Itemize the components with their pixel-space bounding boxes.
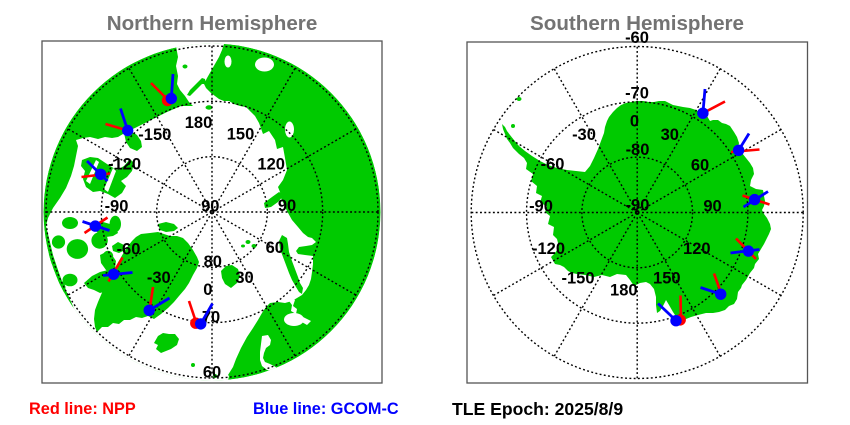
svg-text:Red line: NPP: Red line: NPP: [29, 400, 136, 418]
svg-text:-70: -70: [625, 84, 649, 102]
svg-text:-90: -90: [529, 197, 553, 215]
svg-text:Southern Hemisphere: Southern Hemisphere: [530, 12, 744, 35]
svg-text:-60: -60: [625, 29, 649, 47]
svg-text:-150: -150: [138, 126, 171, 144]
svg-text:-60: -60: [541, 155, 565, 173]
svg-text:-30: -30: [147, 269, 171, 287]
svg-text:-60: -60: [117, 240, 141, 258]
svg-text:-30: -30: [572, 126, 596, 144]
svg-text:-120: -120: [108, 155, 141, 173]
svg-text:150: 150: [653, 269, 681, 287]
svg-text:180: 180: [610, 281, 638, 299]
svg-text:90: 90: [278, 197, 296, 215]
svg-text:-150: -150: [561, 269, 594, 287]
svg-text:60: 60: [203, 363, 221, 381]
svg-text:0: 0: [630, 112, 639, 130]
svg-text:90: 90: [703, 197, 721, 215]
svg-text:-120: -120: [532, 240, 565, 258]
svg-text:Northern Hemisphere: Northern Hemisphere: [107, 12, 318, 35]
svg-text:TLE Epoch: 2025/8/9: TLE Epoch: 2025/8/9: [452, 399, 623, 419]
svg-text:-90: -90: [626, 196, 650, 214]
svg-text:120: 120: [683, 240, 711, 258]
svg-text:60: 60: [266, 239, 284, 257]
svg-text:80: 80: [204, 253, 222, 271]
svg-text:-80: -80: [626, 141, 650, 159]
svg-text:30: 30: [661, 126, 679, 144]
svg-text:0: 0: [203, 281, 212, 299]
svg-text:120: 120: [257, 155, 285, 173]
svg-text:-90: -90: [105, 197, 129, 215]
svg-text:90: 90: [201, 197, 219, 215]
svg-text:30: 30: [235, 269, 253, 287]
svg-text:60: 60: [691, 156, 709, 174]
svg-text:Blue line: GCOM-C: Blue line: GCOM-C: [253, 400, 399, 418]
svg-text:150: 150: [227, 126, 255, 144]
svg-text:180: 180: [185, 114, 213, 132]
